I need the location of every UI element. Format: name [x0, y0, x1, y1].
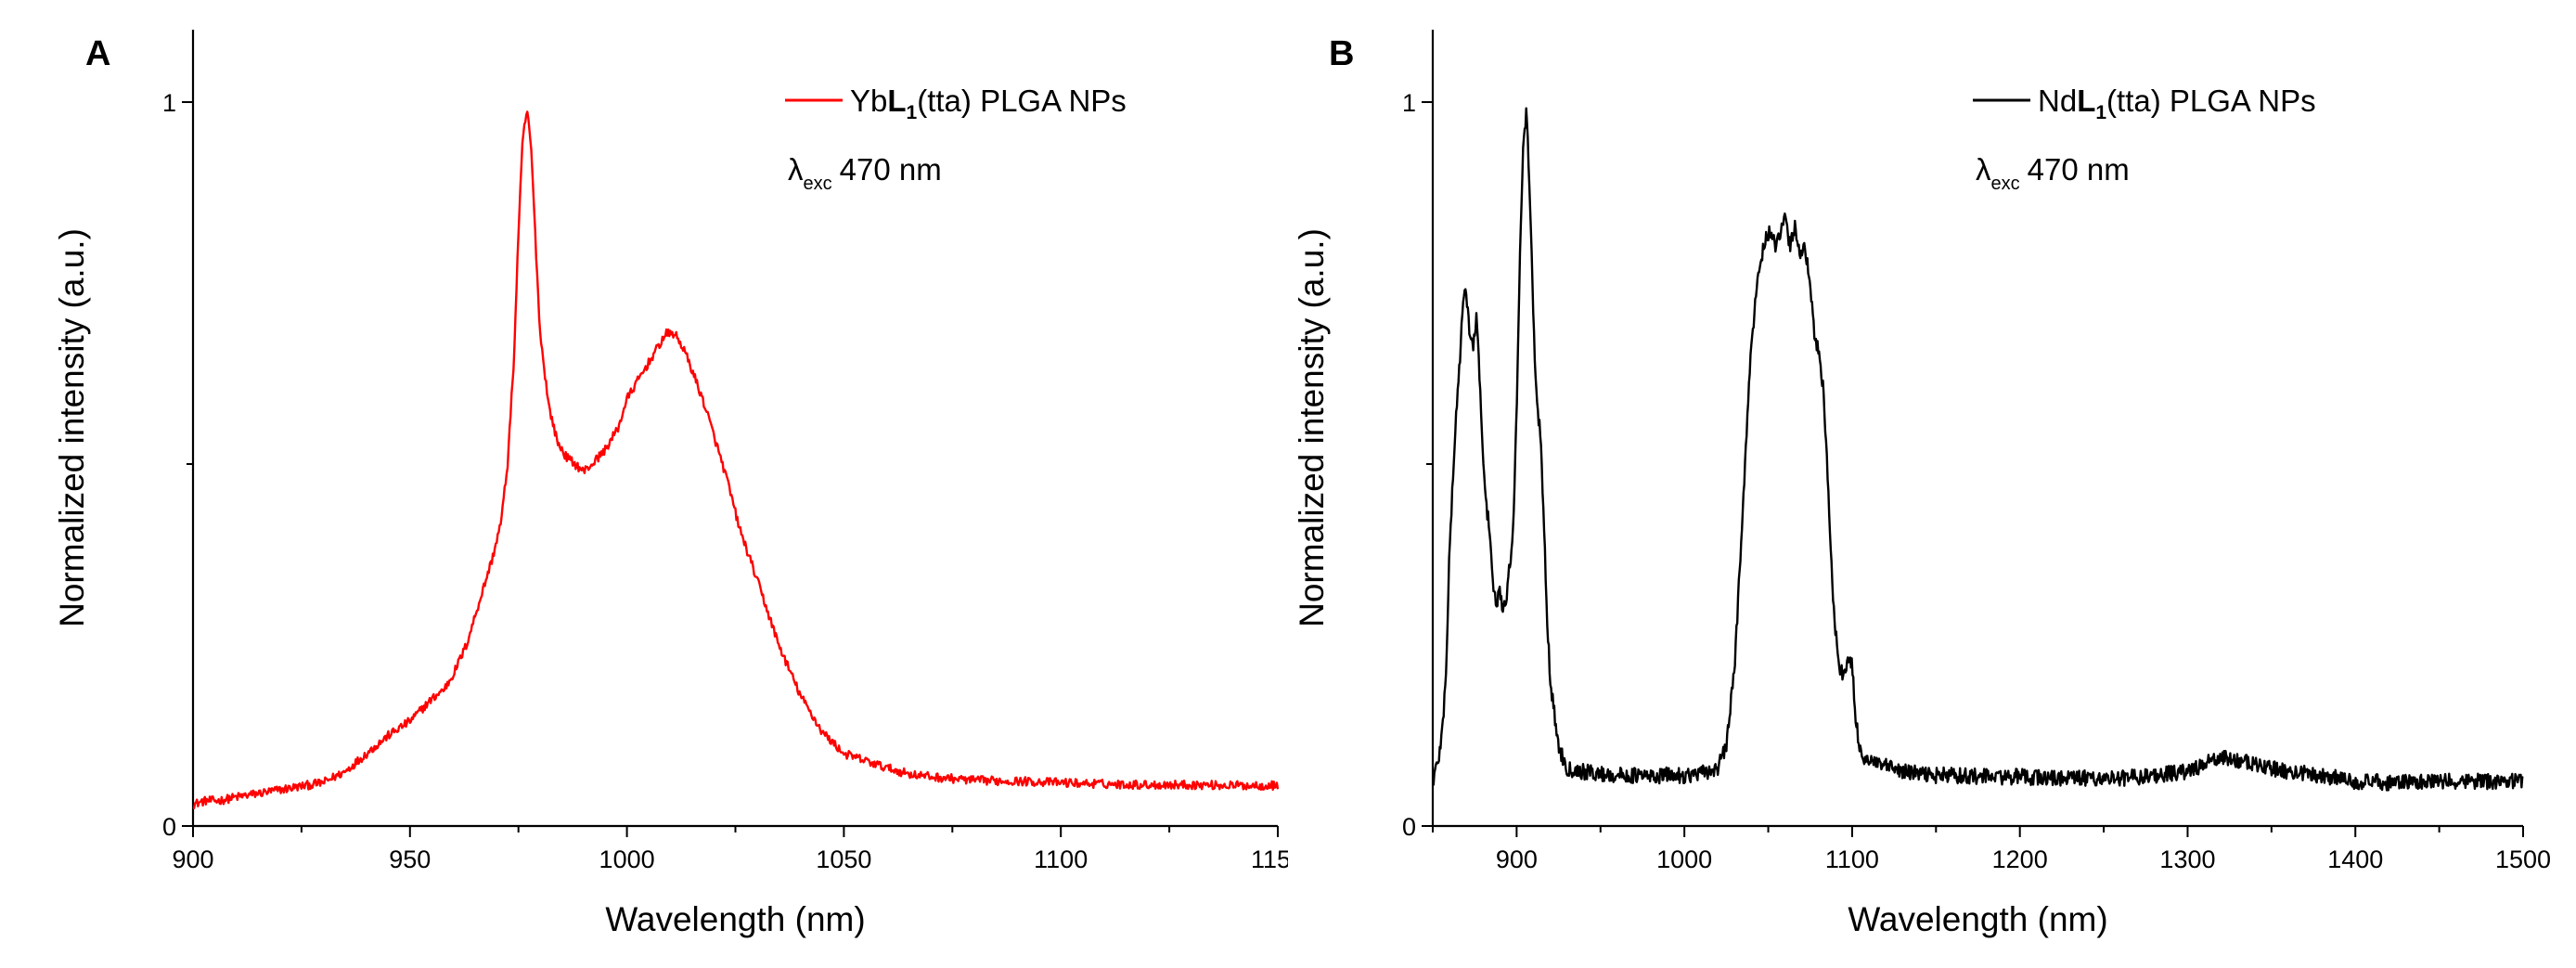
legend-prefix: Yb: [850, 84, 887, 118]
lambda-symbol: λ: [1976, 152, 1991, 187]
legend-subscript: 1: [2095, 102, 2106, 123]
x-axis-title: Wavelength (nm): [605, 900, 865, 938]
x-axis-title: Wavelength (nm): [1848, 900, 2107, 938]
legend-subscript: 1: [907, 102, 918, 123]
excitation-value: 470 nm: [840, 152, 942, 187]
series-line: [1431, 107, 2524, 792]
legend-bold-l: L: [887, 84, 906, 118]
legend-entry-label: NdL1(tta) PLGA NPs: [2038, 84, 2316, 123]
x-tick-label: 900: [172, 845, 213, 873]
x-tick-label: 1400: [2327, 845, 2383, 873]
excitation-label: λexc 470 nm: [1976, 152, 2130, 194]
x-tick-label: 1000: [599, 845, 655, 873]
panel-label: A: [85, 34, 110, 73]
x-tick-label: 1100: [1825, 845, 1879, 873]
legend-suffix: (tta) PLGA NPs: [917, 84, 1127, 118]
excitation-value: 470 nm: [2028, 152, 2130, 187]
y-tick-label: 0: [162, 813, 176, 841]
lambda-symbol: λ: [788, 152, 804, 187]
chart-b-svg: 900 1000 1100 1200 1300 1400 1500 0 1 Wavelength …: [1293, 30, 2551, 938]
x-tick-label: 1200: [1992, 845, 2048, 873]
legend-bold-l: L: [2077, 84, 2095, 118]
legend-suffix: (tta) PLGA NPs: [2106, 84, 2316, 118]
excitation-label: λexc 470 nm: [788, 152, 942, 194]
series-line: [192, 110, 1280, 810]
y-tick-label: 1: [1402, 89, 1416, 117]
legend-entry-label: YbL1(tta) PLGA NPs: [850, 84, 1127, 123]
lambda-subscript: exc: [1991, 174, 2020, 194]
panel-b-spectrum-chart: 900 1000 1100 1200 1300 1400 1500 0 1 Wavelength …: [1288, 0, 2576, 968]
x-tick-label: 950: [389, 845, 431, 873]
y-axis-title: Normalized intensity (a.u.): [53, 228, 91, 627]
x-tick-label: 1300: [2159, 845, 2215, 873]
y-tick-label: 1: [162, 89, 176, 117]
x-tick-label: 900: [1496, 845, 1538, 873]
x-tick-label: 1500: [2495, 845, 2551, 873]
x-tick-label: 1100: [1034, 845, 1088, 873]
y-axis-title: Normalized intensity (a.u.): [1293, 228, 1331, 627]
y-tick-label: 0: [1402, 813, 1416, 841]
x-tick-label: 1000: [1656, 845, 1712, 873]
lambda-subscript: exc: [804, 174, 832, 194]
x-tick-label: 1050: [816, 845, 871, 873]
panel-label: B: [1329, 34, 1354, 73]
legend-prefix: Nd: [2038, 84, 2077, 118]
